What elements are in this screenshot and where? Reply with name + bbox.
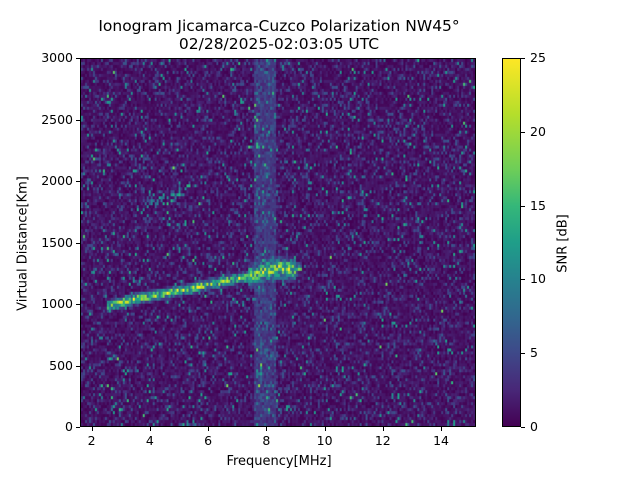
colorbar-tick-label: 20 bbox=[530, 123, 546, 139]
y-tick-label: 500 bbox=[49, 357, 73, 373]
y-tick-mark bbox=[76, 181, 80, 182]
x-tick-mark bbox=[441, 427, 442, 431]
y-tick-label: 0 bbox=[65, 419, 73, 434]
ionogram-heatmap bbox=[80, 58, 476, 427]
colorbar-tick-label: 5 bbox=[530, 345, 538, 361]
y-axis-label: Virtual Distance[Km] bbox=[15, 176, 31, 311]
y-tick-mark bbox=[76, 58, 80, 59]
colorbar-tick-mark bbox=[521, 279, 525, 280]
x-tick-mark bbox=[266, 427, 267, 431]
y-tick-label: 2000 bbox=[41, 173, 73, 188]
colorbar-tick-mark bbox=[521, 206, 525, 207]
x-tick-mark bbox=[92, 427, 93, 431]
x-tick-label: 12 bbox=[374, 433, 391, 448]
x-axis-label: Frequency[MHz] bbox=[226, 454, 332, 469]
x-tick-mark bbox=[325, 427, 326, 431]
y-tick-mark bbox=[76, 427, 80, 428]
x-tick-label: 14 bbox=[433, 433, 449, 448]
chart-subtitle: 02/28/2025-02:03:05 UTC bbox=[178, 35, 380, 53]
colorbar-tick-label: 25 bbox=[530, 50, 546, 65]
y-tick-mark bbox=[76, 304, 80, 305]
x-tick-mark bbox=[150, 427, 151, 431]
y-tick-label: 3000 bbox=[41, 50, 73, 65]
colorbar-tick-label: 0 bbox=[530, 419, 538, 434]
colorbar-tick-label: 15 bbox=[530, 197, 546, 213]
colorbar bbox=[502, 58, 521, 427]
x-tick-label: 4 bbox=[145, 433, 154, 448]
y-tick-label: 1000 bbox=[41, 296, 73, 311]
x-tick-label: 8 bbox=[262, 433, 271, 448]
x-tick-mark bbox=[208, 427, 209, 431]
y-tick-label: 2500 bbox=[41, 111, 73, 127]
colorbar-tick-mark bbox=[521, 58, 525, 59]
colorbar-label: SNR [dB] bbox=[555, 214, 571, 273]
y-tick-mark bbox=[76, 243, 80, 244]
y-tick-mark bbox=[76, 120, 80, 121]
colorbar-tick-label: 10 bbox=[530, 271, 546, 287]
y-tick-mark bbox=[76, 366, 80, 367]
chart-title: Ionogram Jicamarca-Cuzco Polarization NW… bbox=[98, 17, 460, 35]
y-tick-label: 1500 bbox=[41, 234, 73, 250]
colorbar-tick-mark bbox=[521, 353, 525, 354]
x-tick-mark bbox=[383, 427, 384, 431]
colorbar-tick-mark bbox=[521, 132, 525, 133]
colorbar-tick-mark bbox=[521, 427, 525, 428]
x-tick-label: 2 bbox=[87, 433, 96, 448]
x-tick-label: 10 bbox=[316, 433, 333, 448]
x-tick-label: 6 bbox=[204, 433, 213, 448]
